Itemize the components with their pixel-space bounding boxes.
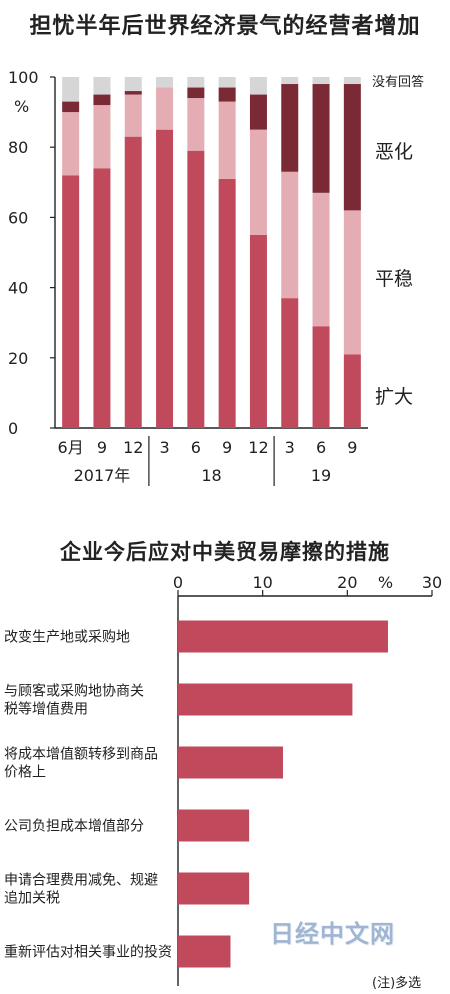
bar-segment-1-4 (156, 129, 174, 428)
bar-segment-2-5 (187, 98, 205, 151)
y-tick-label: 40 (8, 279, 28, 298)
bar-segment-3-2 (93, 94, 111, 106)
category-label: 改变生产地或采购地 (4, 630, 130, 646)
bar-segment-1-9 (312, 326, 330, 428)
y-tick-label: 0 (8, 419, 18, 438)
bar-segment-1-8 (281, 298, 299, 428)
bar-segment-1-1 (62, 175, 80, 428)
category-label: 公司负担成本增值部分 (4, 819, 144, 835)
category-label: 重新评估对相关事业的投资 (4, 945, 172, 961)
y-tick-label: 80 (8, 138, 28, 157)
hbar-6 (178, 935, 231, 968)
series-label: 扩大 (375, 386, 413, 408)
bar-segment-2-4 (156, 87, 174, 130)
chart2-title: 企业今后应对中美贸易摩擦的措施 (60, 540, 390, 564)
category-label: 与顾客或采购地协商关 (4, 683, 144, 700)
chart-note: (注)多选 (372, 975, 421, 991)
x-tick-label: 10 (252, 573, 272, 592)
bar-segment-3-3 (124, 91, 142, 95)
year-label: 2017年 (74, 466, 131, 485)
hbar-5 (178, 872, 250, 905)
series-label: 恶化 (375, 141, 413, 163)
x-tick-label: 6月 (58, 438, 84, 457)
hbar-1 (178, 620, 388, 653)
bar-segment-3-6 (218, 87, 236, 102)
bar-segment-4-2 (93, 77, 111, 95)
hbar-2 (178, 683, 353, 716)
bar-segment-4-9 (312, 77, 330, 85)
x-tick-label: 20 (337, 573, 357, 592)
chart2-horizontal-bar-chart: 0 10 20 30% 改变生产地或采购地与顾客或采购地协商关税等增值费用将成本增值额转… (4, 573, 442, 991)
bar-segment-3-7 (249, 94, 267, 130)
x-tick-label: 0 (173, 573, 183, 592)
bar-segment-1-3 (124, 136, 142, 429)
y-tick-label: 100 (8, 68, 39, 87)
x-tick-label: 6 (191, 438, 201, 457)
series-label: 平稳 (375, 268, 413, 290)
bar-segment-4-4 (156, 77, 174, 88)
x-tick-label: 30 (422, 573, 442, 592)
bar-segment-1-10 (343, 354, 361, 428)
bar-segment-2-6 (218, 101, 236, 179)
watermark-logo: 日经中文网 (270, 920, 395, 948)
bar-segment-1-5 (187, 150, 205, 428)
category-label: 申请合理费用减免、规避 (4, 873, 158, 889)
series-label: 没有回答 (372, 74, 424, 90)
y-tick-label: 60 (8, 208, 28, 227)
bar-segment-1-6 (218, 178, 236, 428)
chart1-stacked-bar-chart: 0 20 40 60 80 100% 6月 9 12 3 6 9 12 3 6 9 2017年 18 19 扩大 平稳 恶… (8, 68, 424, 486)
bar-segment-4-1 (62, 77, 80, 102)
bar-segment-2-2 (93, 105, 111, 169)
bar-segment-3-1 (62, 101, 80, 113)
x-axis-unit: % (378, 573, 393, 592)
bar-segment-4-5 (187, 77, 205, 88)
x-tick-label: 3 (285, 438, 295, 457)
x-tick-label: 12 (248, 438, 268, 457)
y-axis-unit: % (14, 97, 29, 116)
x-tick-label: 9 (97, 438, 107, 457)
hbar-4 (178, 809, 250, 842)
bar-segment-2-8 (281, 171, 299, 299)
bar-segment-3-9 (312, 84, 330, 193)
bar-segment-4-10 (343, 77, 361, 85)
bar-segment-4-8 (281, 77, 299, 85)
category-label: 税等增值费用 (4, 701, 88, 718)
category-label: 价格上 (4, 765, 46, 781)
bar-segment-3-10 (343, 84, 361, 211)
y-tick-label: 20 (8, 349, 28, 368)
bar-segment-2-1 (62, 112, 80, 176)
bar-segment-2-9 (312, 192, 330, 327)
x-tick-label: 12 (123, 438, 143, 457)
x-tick-label: 3 (159, 438, 169, 457)
bar-segment-3-5 (187, 87, 205, 99)
year-label: 19 (311, 466, 331, 485)
bar-segment-1-7 (249, 234, 267, 428)
bar-segment-2-3 (124, 94, 142, 137)
category-label: 追加关税 (4, 891, 60, 907)
category-label: 将成本增值额转移到商品 (4, 747, 158, 763)
bar-segment-4-7 (249, 77, 267, 95)
hbar-3 (178, 746, 283, 779)
year-label: 18 (201, 466, 221, 485)
bar-segment-1-2 (93, 168, 111, 428)
bar-segment-2-10 (343, 210, 361, 355)
x-tick-label: 6 (316, 438, 326, 457)
bar-segment-4-3 (124, 77, 142, 92)
bar-segment-4-6 (218, 77, 236, 88)
chart1-title: 担忧半年后世界经济景气的经营者增加 (29, 14, 421, 39)
bar-segment-2-7 (249, 129, 267, 235)
x-tick-label: 9 (222, 438, 232, 457)
bar-segment-3-8 (281, 84, 299, 172)
x-tick-label: 9 (347, 438, 357, 457)
